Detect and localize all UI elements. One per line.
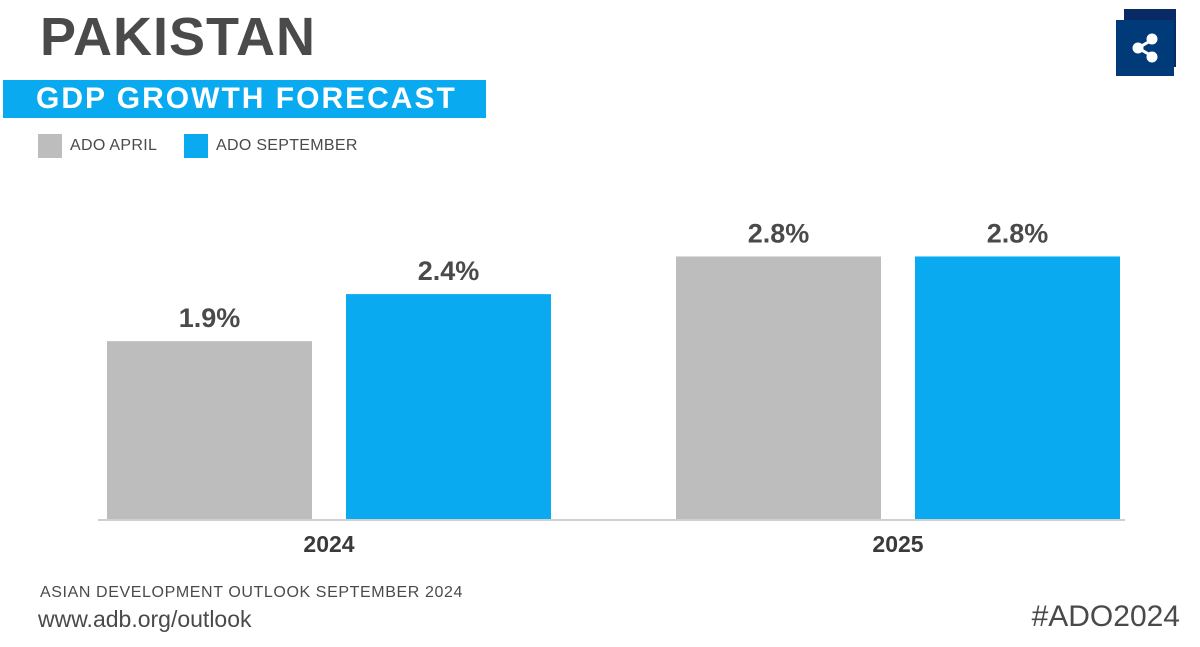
source-text: ASIAN DEVELOPMENT OUTLOOK SEPTEMBER 2024 [40,584,463,601]
chart-banner-title: GDP GROWTH FORECAST [36,82,457,115]
page-title: PAKISTAN [40,7,316,67]
x-tick-label-2024: 2024 [303,531,354,557]
banner-background [3,80,486,118]
data-label-ado-september-2024: 2.4% [418,256,480,286]
legend-swatch-ado-september [184,134,208,158]
bar-ado-april-2024 [107,341,312,520]
legend-item-ado-april: ADO APRIL [38,134,157,158]
legend-label-ado-september: ADO SEPTEMBER [216,137,358,154]
data-label-ado-september-2025: 2.8% [987,218,1049,248]
x-tick-label-2025: 2025 [872,531,923,557]
bar-ado-september-2024 [346,294,551,520]
hashtag-text: #ADO2024 [1031,600,1180,633]
legend-label-ado-april: ADO APRIL [70,137,158,154]
share-button[interactable] [1116,20,1174,76]
data-label-ado-april-2024: 1.9% [179,303,241,333]
bar-ado-april-2025 [676,256,881,520]
legend-item-ado-september: ADO SEPTEMBER [184,134,358,158]
data-label-ado-april-2025: 2.8% [748,218,810,248]
source-url-link[interactable]: www.adb.org/outlook [38,606,252,632]
bar-ado-september-2025 [915,256,1120,520]
share-icon [1132,33,1158,63]
legend-swatch-ado-april [38,134,62,158]
